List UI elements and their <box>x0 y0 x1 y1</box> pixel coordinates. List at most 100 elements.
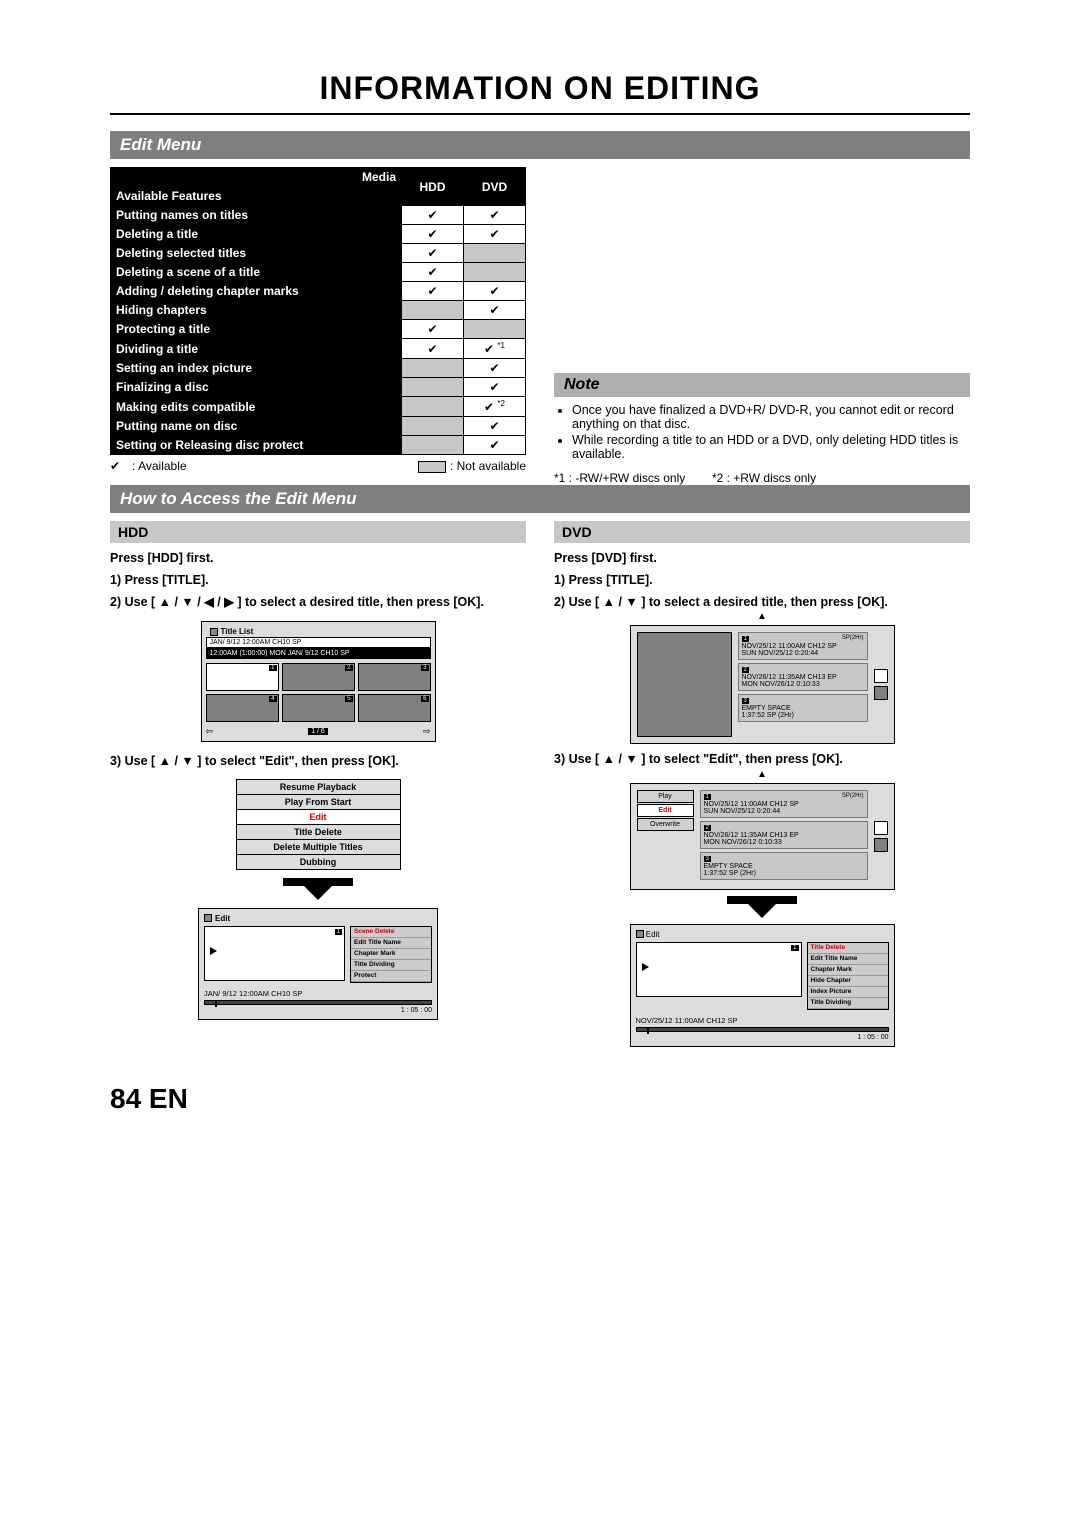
arrow-sep <box>283 878 353 886</box>
feature-name: Hiding chapters <box>111 301 402 320</box>
footnote-2: *2 : +RW discs only <box>712 471 816 485</box>
feature-dvd-cell: ✔ <box>464 206 526 225</box>
arrow-up-icon: ▲ <box>554 611 970 622</box>
feature-name: Deleting a scene of a title <box>111 263 402 282</box>
feature-dvd-cell: ✔ *2 <box>464 397 526 417</box>
note-body: Once you have finalized a DVD+R/ DVD-R, … <box>554 397 970 469</box>
hdd-bar: HDD <box>110 521 526 543</box>
feature-name: Putting name on disc <box>111 417 402 436</box>
menu-item: Delete Multiple Titles <box>237 840 400 855</box>
mock-dvd-list: 1SP(2Hr)NOV/25/12 11:00AM CH12 SPSUN NOV… <box>630 625 895 744</box>
side-item: Index Picture <box>808 987 888 998</box>
feature-hdd-cell: ✔ <box>402 244 464 263</box>
feature-name: Setting or Releasing disc protect <box>111 436 402 455</box>
hdr-dvd: DVD <box>464 168 526 206</box>
edit-side-menu: Title Delete Edit Title Name Chapter Mar… <box>807 942 889 1010</box>
list-icon <box>210 628 218 636</box>
legend-grey-box <box>418 461 446 473</box>
edit-status: NOV/25/12 11:00AM CH12 SP <box>636 1016 889 1025</box>
feature-dvd-cell: ✔ <box>464 436 526 455</box>
list-line: SUN NOV/25/12 0:20:44 <box>742 650 819 657</box>
side-item: Chapter Mark <box>808 965 888 976</box>
arrow-up-icon: ▲ <box>554 769 970 780</box>
feature-hdd-cell <box>402 359 464 378</box>
feature-name: Finalizing a disc <box>111 378 402 397</box>
side-item: Chapter Mark <box>351 949 431 960</box>
section-access: How to Access the Edit Menu <box>110 485 970 513</box>
list-line: NOV/25/12 11:00AM CH12 SP <box>742 643 837 650</box>
arrow-down-icon <box>748 904 776 918</box>
legend-notavail: : Not available <box>450 459 526 473</box>
note-title: Note <box>554 373 970 397</box>
feature-hdd-cell <box>402 417 464 436</box>
titlelist-row-sel: 12:00AM (1:00:00) MON JAN/ 9/12 CH10 SP <box>206 648 431 659</box>
hdd-step1: 1) Press [TITLE]. <box>110 571 526 589</box>
feature-name: Deleting selected titles <box>111 244 402 263</box>
menu-item: Play From Start <box>237 795 400 810</box>
side-item: Protect <box>351 971 431 982</box>
edit-time: 1 : 05 : 00 <box>204 1007 432 1014</box>
hdr-available: Available Features <box>111 187 402 206</box>
hdd-step2: 2) Use [ ▲ / ▼ / ◀ / ▶ ] to select a des… <box>110 593 526 611</box>
page-footer: 84 EN <box>110 1083 970 1115</box>
feature-dvd-cell: ✔ *1 <box>464 339 526 359</box>
edit-side-menu: Scene Delete Edit Title Name Chapter Mar… <box>350 926 432 983</box>
menu-item: Dubbing <box>237 855 400 869</box>
dvd-bar: DVD <box>554 521 970 543</box>
footnote-1: *1 : -RW/+RW discs only <box>554 471 685 485</box>
feature-dvd-cell: ✔ <box>464 378 526 397</box>
feature-name: Setting an index picture <box>111 359 402 378</box>
side-item: Edit Title Name <box>808 954 888 965</box>
legend-available: : Available <box>132 459 187 473</box>
feature-hdd-cell: ✔ <box>402 206 464 225</box>
titlelist-row: JAN/ 9/12 12:00AM CH10 SP <box>206 637 431 648</box>
feature-hdd-cell: ✔ <box>402 339 464 359</box>
feature-hdd-cell <box>402 378 464 397</box>
feature-dvd-cell: ✔ <box>464 359 526 378</box>
sp-badge: SP(2Hr) <box>842 635 864 641</box>
mock-title-list: Title List JAN/ 9/12 12:00AM CH10 SP 12:… <box>201 621 436 742</box>
side-item: Title Delete <box>808 943 888 954</box>
list-line: NOV/25/12 11:00AM CH12 SP <box>704 801 799 808</box>
dvd-step1: 1) Press [TITLE]. <box>554 571 970 589</box>
edit-icon <box>636 930 644 938</box>
side-item: Hide Chapter <box>808 976 888 987</box>
mock-edit-screen-dvd: Edit 1 Title Delete Edit Title Name Chap… <box>630 924 895 1047</box>
legend-check-icon: ✔ <box>110 459 120 473</box>
side-item: Title Dividing <box>808 998 888 1009</box>
arrow-down-icon <box>304 886 332 900</box>
edit-status: JAN/ 9/12 12:00AM CH10 SP <box>204 989 432 998</box>
mock-edit-screen-hdd: Edit 1 Scene Delete Edit Title Name Chap… <box>198 908 438 1020</box>
footnotes: *1 : -RW/+RW discs only *2 : +RW discs o… <box>554 471 970 485</box>
hdd-step3: 3) Use [ ▲ / ▼ ] to select "Edit", then … <box>110 752 526 770</box>
feature-dvd-cell: ✔ <box>464 301 526 320</box>
edit-icon <box>204 914 212 922</box>
play-icon <box>642 963 649 971</box>
list-line: MON NOV/26/12 0:10:33 <box>742 681 820 688</box>
list-line: 1:37:52 SP (2Hr) <box>742 712 794 719</box>
leftmenu-item: Overwrite <box>637 818 694 831</box>
leftmenu-item-selected: Edit <box>637 804 694 817</box>
legend: ✔ : Available : Not available <box>110 455 526 485</box>
titlelist-hdr: Title List <box>221 627 254 636</box>
side-item: Edit Title Name <box>351 938 431 949</box>
edit-hdr: Edit <box>215 914 230 923</box>
edit-hdr: Edit <box>646 930 660 939</box>
list-line: SUN NOV/25/12 0:20:44 <box>704 808 781 815</box>
feature-hdd-cell: ✔ <box>402 320 464 339</box>
edit-time: 1 : 05 : 00 <box>636 1034 889 1041</box>
side-item: Scene Delete <box>351 927 431 938</box>
note-item: While recording a title to an HDD or a D… <box>572 433 966 461</box>
list-line: EMPTY SPACE <box>742 705 791 712</box>
feature-name: Adding / deleting chapter marks <box>111 282 402 301</box>
feature-name: Deleting a title <box>111 225 402 244</box>
feature-hdd-cell: ✔ <box>402 263 464 282</box>
hdd-press-first: Press [HDD] first. <box>110 549 526 567</box>
list-line: 1:37:52 SP (2Hr) <box>704 870 756 877</box>
arrow-sep <box>727 896 797 904</box>
page-title: INFORMATION ON EDITING <box>110 70 970 115</box>
dvd-step2: 2) Use [ ▲ / ▼ ] to select a desired tit… <box>554 593 970 611</box>
hdr-hdd: HDD <box>402 168 464 206</box>
leftmenu-item: Play <box>637 790 694 803</box>
feature-hdd-cell: ✔ <box>402 282 464 301</box>
